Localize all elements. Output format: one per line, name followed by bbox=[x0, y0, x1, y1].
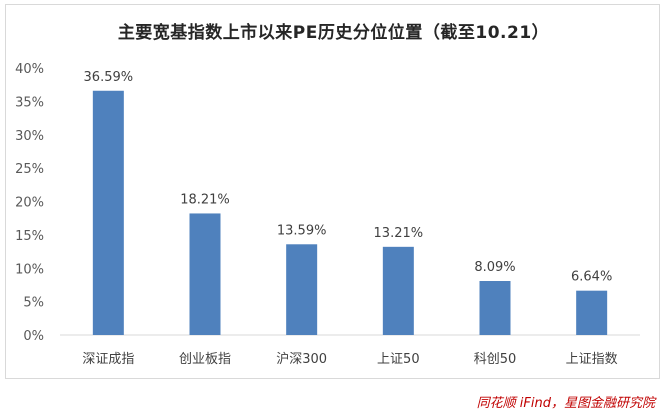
y-tick-label: 40% bbox=[15, 62, 44, 77]
x-tick-label: 上证50 bbox=[377, 352, 420, 367]
y-tick-label: 35% bbox=[15, 95, 44, 110]
y-tick-label: 15% bbox=[15, 229, 44, 244]
data-label: 8.09% bbox=[474, 260, 515, 275]
y-tick-label: 25% bbox=[15, 162, 44, 177]
y-tick-label: 20% bbox=[15, 196, 44, 211]
chart-title: 主要宽基指数上市以来PE历史分位位置（截至10.21） bbox=[117, 23, 550, 43]
bar bbox=[576, 290, 608, 335]
x-tick-label: 沪深300 bbox=[276, 351, 327, 367]
data-label: 13.59% bbox=[277, 223, 327, 238]
data-label: 18.21% bbox=[180, 192, 230, 207]
bar bbox=[479, 280, 511, 335]
bar bbox=[92, 90, 124, 335]
data-label: 36.59% bbox=[84, 70, 134, 85]
y-tick-label: 0% bbox=[23, 329, 44, 344]
source-note: 同花顺 iFind，星图金融研究院 bbox=[476, 396, 655, 411]
x-tick-label: 深证成指 bbox=[82, 352, 134, 367]
bar bbox=[189, 213, 221, 335]
data-label: 6.64% bbox=[571, 270, 612, 285]
x-tick-label: 上证指数 bbox=[566, 352, 618, 367]
y-tick-label: 10% bbox=[15, 262, 44, 277]
x-tick-label: 创业板指 bbox=[179, 352, 231, 367]
y-tick-label: 30% bbox=[15, 129, 44, 144]
y-tick-label: 5% bbox=[23, 296, 44, 311]
x-tick-label: 科创50 bbox=[474, 352, 517, 367]
bar bbox=[382, 246, 414, 335]
data-label: 13.21% bbox=[374, 226, 424, 241]
bar bbox=[286, 244, 318, 335]
